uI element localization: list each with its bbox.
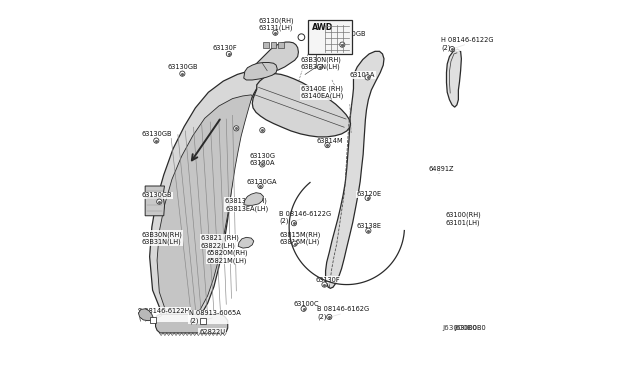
Polygon shape (248, 42, 298, 73)
Circle shape (258, 183, 263, 189)
Text: 63B30N(RH)
63B31N(LH): 63B30N(RH) 63B31N(LH) (141, 231, 182, 245)
Text: 63130F: 63130F (213, 45, 237, 54)
Text: 63813E (RH)
63813EA(LH): 63813E (RH) 63813EA(LH) (225, 198, 268, 212)
Text: 63100C: 63100C (293, 301, 319, 308)
FancyBboxPatch shape (263, 42, 269, 48)
Circle shape (365, 195, 370, 201)
Text: J63000B0: J63000B0 (442, 325, 477, 331)
Text: 64891Z: 64891Z (429, 166, 454, 173)
Polygon shape (157, 95, 252, 321)
Text: S 08146-6122H
(4): S 08146-6122H (4) (138, 308, 190, 321)
Text: 63130F: 63130F (316, 277, 340, 283)
Polygon shape (447, 49, 461, 107)
Text: 63138E: 63138E (356, 223, 381, 230)
Text: 63130GA: 63130GA (246, 179, 277, 185)
Text: 63130GB: 63130GB (141, 131, 172, 140)
Circle shape (340, 42, 345, 47)
Text: 65820M(RH)
65821M(LH): 65820M(RH) 65821M(LH) (207, 250, 248, 264)
Circle shape (260, 162, 265, 167)
FancyBboxPatch shape (271, 42, 276, 48)
Circle shape (365, 228, 371, 233)
Circle shape (325, 142, 330, 148)
Text: 62822U: 62822U (199, 329, 225, 335)
Polygon shape (244, 193, 264, 205)
Polygon shape (326, 51, 384, 288)
Text: 63100(RH)
63101(LH): 63100(RH) 63101(LH) (445, 212, 481, 226)
Text: 63130GB: 63130GB (168, 64, 198, 73)
Polygon shape (156, 314, 228, 333)
Text: 63B30N(RH)
63B31N(LH): 63B30N(RH) 63B31N(LH) (301, 56, 342, 70)
Text: 63814M: 63814M (316, 138, 343, 144)
Circle shape (326, 314, 332, 320)
Circle shape (154, 138, 159, 143)
Polygon shape (138, 309, 154, 321)
Circle shape (301, 306, 306, 311)
Circle shape (234, 126, 239, 131)
Text: 63130GB: 63130GB (336, 31, 367, 39)
Text: B 08146-6122G
(2): B 08146-6122G (2) (279, 211, 332, 224)
Text: 63130G
63120A: 63130G 63120A (250, 154, 275, 166)
Polygon shape (150, 43, 286, 328)
Text: 63130GB: 63130GB (141, 192, 172, 201)
Text: 63130(RH)
63131(LH): 63130(RH) 63131(LH) (259, 17, 294, 31)
Text: AWD: AWD (312, 23, 333, 32)
Polygon shape (252, 74, 351, 137)
Circle shape (180, 71, 185, 76)
Circle shape (260, 128, 265, 133)
Text: 63815M(RH)
63816M(LH): 63815M(RH) 63816M(LH) (280, 231, 321, 245)
Circle shape (365, 75, 370, 80)
Polygon shape (244, 62, 277, 80)
Circle shape (273, 30, 278, 35)
Bar (200, 318, 206, 324)
Text: AWD: AWD (316, 33, 331, 39)
Circle shape (449, 46, 454, 52)
Circle shape (291, 221, 296, 226)
Text: H 08146-6122G
(2): H 08146-6122G (2) (441, 37, 493, 51)
Text: N 08913-6065A
(2): N 08913-6065A (2) (189, 310, 241, 324)
Text: J63000B0: J63000B0 (454, 325, 486, 331)
Bar (150, 317, 156, 323)
FancyBboxPatch shape (278, 42, 284, 48)
Circle shape (227, 51, 232, 57)
Text: 63821 (RH)
63822(LH): 63821 (RH) 63822(LH) (201, 235, 239, 249)
Text: 63140E (RH)
63140EA(LH): 63140E (RH) 63140EA(LH) (301, 85, 344, 99)
Polygon shape (238, 237, 254, 248)
Circle shape (317, 64, 323, 70)
Text: 63101A: 63101A (349, 72, 375, 78)
Bar (308, 20, 352, 54)
Circle shape (157, 199, 162, 204)
Circle shape (322, 282, 327, 287)
Polygon shape (145, 186, 164, 216)
Text: B 08146-6162G
(2): B 08146-6162G (2) (317, 307, 369, 320)
Circle shape (292, 241, 298, 246)
Text: 63120E: 63120E (356, 191, 381, 198)
